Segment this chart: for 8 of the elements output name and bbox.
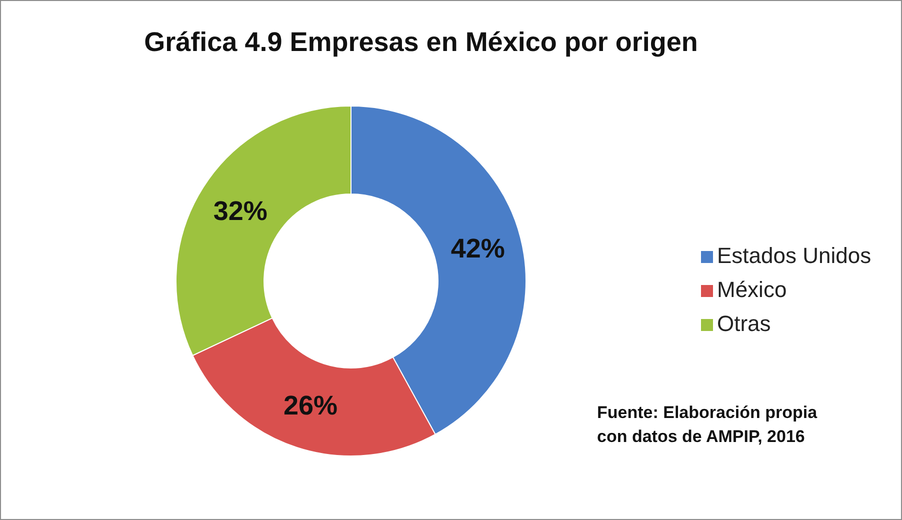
data-label: 42% — [450, 233, 505, 264]
source-note: Fuente: Elaboración propia con datos de AMPIP, 2016 — [597, 402, 818, 448]
chart-title: Gráfica 4.9 Empresas en México por origen — [143, 27, 699, 58]
data-label: 32% — [213, 196, 268, 226]
legend-label: México — [717, 277, 787, 302]
legend-label: Otras — [717, 311, 771, 336]
legend-label: Estados Unidos — [717, 243, 872, 268]
data-label: 26% — [283, 390, 338, 421]
